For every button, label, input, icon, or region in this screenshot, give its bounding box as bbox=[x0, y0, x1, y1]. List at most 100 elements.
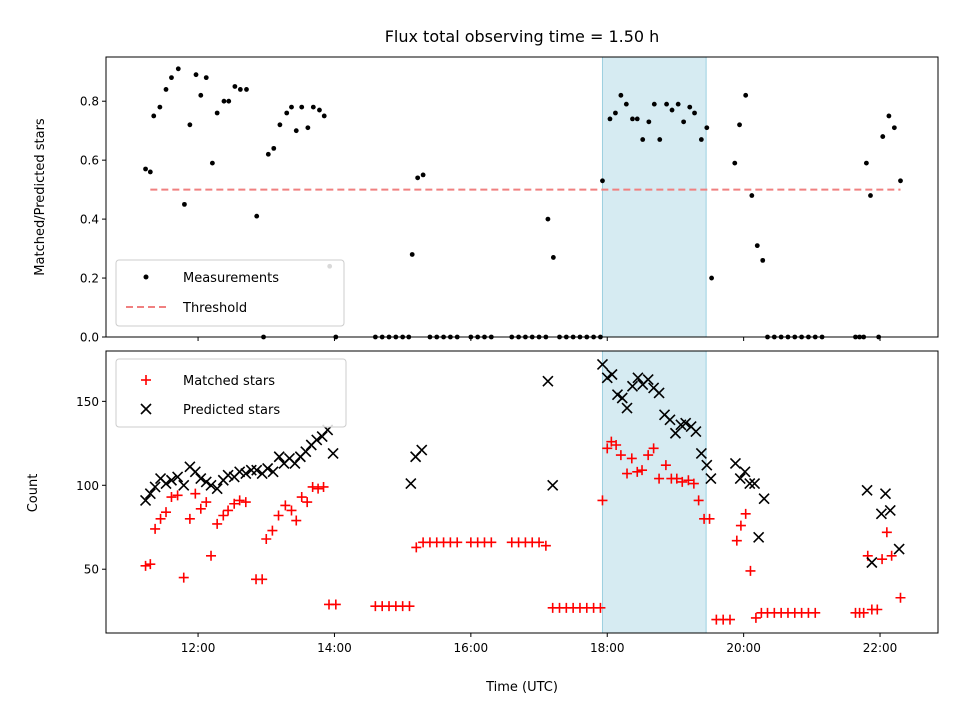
top-axis-ticks: 0.0 0.2 0.4 0.6 0.8 bbox=[80, 95, 881, 345]
data-point bbox=[313, 483, 324, 494]
series-measurements bbox=[143, 66, 903, 340]
data-point bbox=[749, 193, 755, 198]
data-point bbox=[145, 559, 156, 570]
data-point bbox=[166, 492, 177, 503]
data-point bbox=[688, 478, 699, 489]
data-point bbox=[646, 119, 652, 125]
data-point bbox=[886, 550, 897, 561]
data-point bbox=[743, 92, 749, 98]
data-point bbox=[140, 560, 151, 571]
data-point bbox=[486, 537, 497, 548]
data-point bbox=[420, 172, 426, 178]
data-point bbox=[677, 476, 688, 487]
data-point bbox=[244, 87, 249, 92]
top-axes-frame bbox=[105, 56, 939, 338]
data-point bbox=[240, 467, 252, 480]
data-point bbox=[683, 475, 694, 486]
data-point bbox=[760, 257, 766, 263]
x-tick-label: 12:00 bbox=[181, 641, 216, 655]
y-tick-label: 50 bbox=[84, 563, 99, 577]
data-point bbox=[893, 543, 905, 555]
data-point bbox=[657, 137, 663, 142]
data-point bbox=[201, 497, 212, 508]
data-point bbox=[195, 503, 206, 514]
data-point bbox=[307, 481, 318, 492]
data-point bbox=[754, 243, 760, 249]
data-point bbox=[875, 508, 887, 520]
data-point bbox=[660, 460, 671, 471]
data-point bbox=[157, 104, 163, 110]
data-point bbox=[671, 473, 682, 484]
data-point bbox=[596, 358, 609, 370]
data-point bbox=[542, 375, 554, 387]
data-point bbox=[687, 104, 693, 110]
data-point bbox=[226, 98, 232, 104]
data-point bbox=[223, 505, 234, 516]
y-tick-label: 0.2 bbox=[80, 272, 99, 286]
data-point bbox=[611, 389, 624, 401]
data-point bbox=[550, 255, 556, 260]
data-point bbox=[172, 490, 183, 501]
data-point bbox=[139, 494, 152, 506]
data-point bbox=[291, 515, 302, 526]
legend-top-frame bbox=[115, 259, 345, 327]
x-tick-label: 16:00 bbox=[454, 641, 489, 655]
bottom-axes-frame bbox=[105, 350, 939, 634]
data-point bbox=[669, 107, 675, 113]
data-point bbox=[547, 479, 559, 491]
data-point bbox=[190, 488, 201, 499]
data-point bbox=[690, 426, 702, 438]
legend-matched-marker bbox=[141, 375, 151, 385]
ratio-panel: 0.00.20.40.60.8 Matched/Predicted stars … bbox=[33, 56, 939, 345]
data-point bbox=[698, 137, 704, 142]
data-point bbox=[267, 525, 278, 536]
data-point bbox=[245, 464, 257, 476]
data-point bbox=[251, 464, 263, 476]
legend-bottom-frame bbox=[115, 358, 347, 428]
data-point bbox=[160, 478, 172, 490]
data-point bbox=[618, 92, 624, 98]
data-point bbox=[692, 110, 697, 116]
data-point bbox=[630, 116, 635, 122]
data-point bbox=[305, 125, 311, 131]
data-point bbox=[540, 540, 551, 551]
data-point bbox=[240, 497, 251, 508]
data-point bbox=[607, 116, 613, 122]
data-point bbox=[731, 535, 742, 546]
data-point bbox=[632, 466, 643, 477]
legend-predicted-marker bbox=[140, 403, 152, 415]
data-point bbox=[725, 614, 735, 625]
data-point bbox=[234, 495, 245, 506]
x-tick-label: 18:00 bbox=[590, 641, 625, 655]
data-point bbox=[293, 128, 299, 134]
data-point bbox=[739, 466, 751, 478]
series-matched-stars bbox=[140, 436, 906, 625]
y-axis-label-count: Count bbox=[26, 474, 41, 513]
data-point bbox=[405, 478, 417, 490]
data-point bbox=[195, 473, 207, 485]
data-point bbox=[595, 602, 606, 613]
data-point bbox=[640, 137, 646, 142]
data-point bbox=[611, 440, 622, 450]
data-point bbox=[286, 505, 297, 516]
data-point bbox=[758, 493, 770, 505]
data-point bbox=[289, 104, 294, 110]
data-point bbox=[284, 110, 290, 116]
data-point bbox=[748, 478, 761, 490]
data-point bbox=[881, 527, 892, 538]
legend-measurements-marker bbox=[143, 274, 149, 280]
data-point bbox=[637, 465, 648, 476]
data-point bbox=[265, 151, 271, 157]
legend-bottom: Matched stars Predicted stars bbox=[115, 358, 347, 428]
data-point bbox=[693, 495, 704, 506]
data-point bbox=[753, 531, 765, 543]
data-point bbox=[280, 500, 291, 511]
data-point bbox=[193, 72, 199, 78]
data-point bbox=[169, 75, 174, 81]
legend-matched-label: Matched stars bbox=[183, 374, 275, 389]
data-point bbox=[613, 110, 618, 116]
data-point bbox=[212, 518, 223, 529]
data-point bbox=[206, 550, 217, 561]
data-point bbox=[705, 473, 717, 485]
data-point bbox=[262, 462, 274, 475]
